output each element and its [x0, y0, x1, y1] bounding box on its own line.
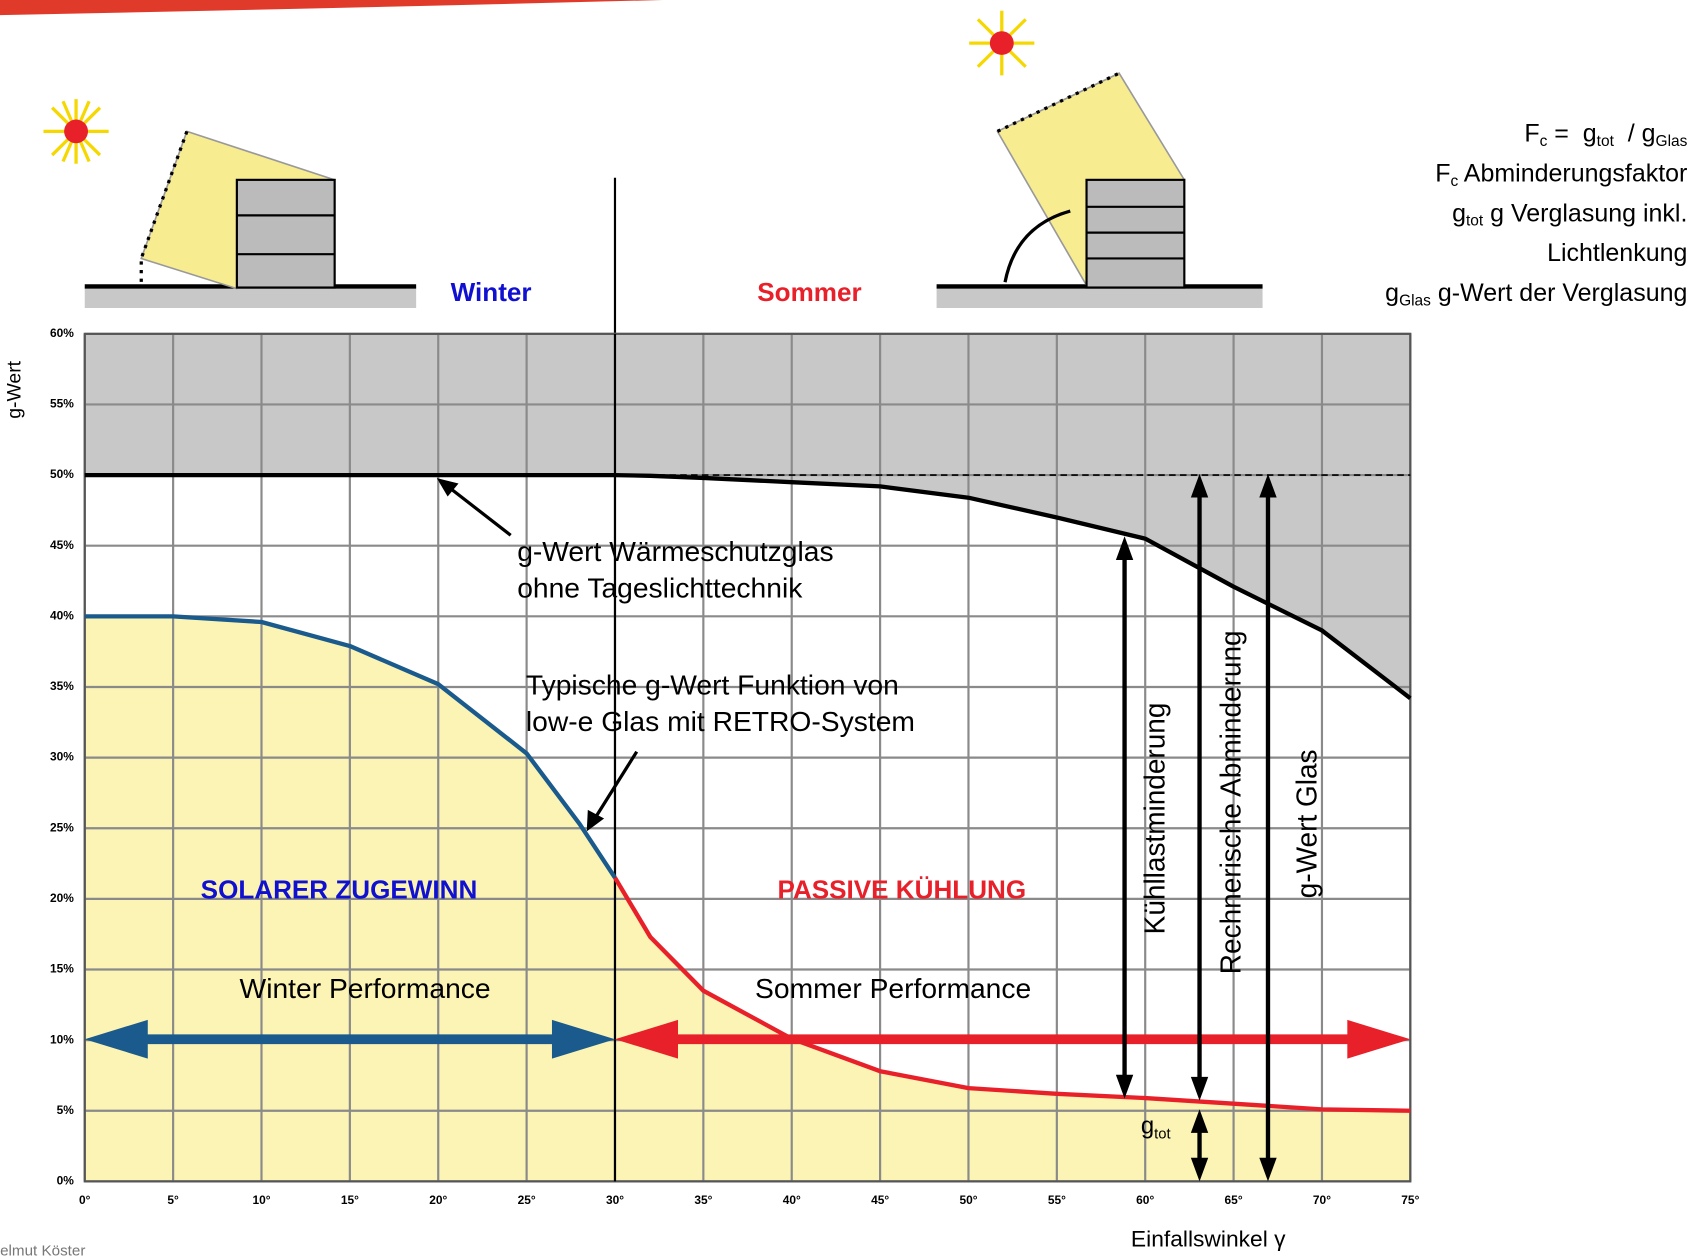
x-tick-label: 50° [959, 1193, 977, 1207]
annotation: SOLARER ZUGEWINN [201, 875, 478, 905]
line [84, 472, 1412, 700]
y-tick-label: 30% [50, 750, 74, 764]
x-tick-label: 40° [783, 1193, 801, 1207]
y-tick-label: 15% [50, 962, 74, 976]
x-tick-label: 35° [694, 1193, 712, 1207]
legend-line: Fc = gtot / gGlas [1524, 119, 1687, 150]
header-band [0, 0, 663, 16]
subscript: tot [1154, 1127, 1170, 1143]
arrow-head [1347, 1019, 1411, 1059]
gtot-label: gtot [1141, 1113, 1171, 1143]
legend-line: gGlas g-Wert der Verglasung [1385, 279, 1687, 310]
arrow-head [84, 1019, 148, 1059]
y-tick-label: 60% [50, 326, 74, 340]
arrow-head [1190, 473, 1209, 498]
arrow-head [1190, 1157, 1209, 1182]
building-left [84, 130, 417, 308]
legend-line: Fc Abminderungsfaktor [1435, 159, 1687, 190]
subscript: c [1540, 133, 1548, 150]
x-tick-label: 25° [518, 1193, 536, 1207]
y-tick-label: 5% [57, 1103, 75, 1117]
x-tick-label: 55° [1048, 1193, 1066, 1207]
annotation: low-e Glas mit RETRO-System [526, 706, 915, 737]
plot-frame [83, 332, 1412, 1183]
arrow-head [1115, 536, 1134, 560]
arrow-head [436, 478, 459, 497]
pointer [590, 750, 639, 824]
x-tick-label: 60° [1136, 1193, 1154, 1207]
arrow-head [551, 1019, 615, 1059]
y-tick-label: 40% [50, 609, 74, 623]
annotation: Sommer [757, 277, 861, 307]
arrow-head [1115, 1074, 1134, 1099]
area [84, 333, 1411, 699]
annotation: Kühllastminderung [1140, 703, 1171, 935]
subscript: Glas [1656, 133, 1688, 150]
text-run: F [1435, 159, 1450, 187]
annotation: g-Wert Wärmeschutzglas [517, 536, 833, 567]
text-run: = g [1547, 119, 1596, 147]
y-tick-label: 10% [50, 1032, 74, 1046]
arrow-head [1190, 1076, 1209, 1101]
footer: Helmut Köster [0, 1242, 85, 1259]
legend-line: Lichtlenkung [1547, 239, 1687, 267]
text-run: g [1385, 279, 1399, 307]
text-run: g [1141, 1113, 1154, 1140]
arrow-head [614, 1019, 678, 1059]
text-run: / g [1614, 119, 1656, 147]
x-tick-label: 75° [1401, 1193, 1419, 1207]
legend-line: gtot g Verglasung inkl. [1452, 199, 1687, 230]
building-right [936, 71, 1263, 308]
text-run: g [1452, 199, 1466, 227]
y-axis-label: g-Wert [3, 360, 25, 418]
y-tick-label: 50% [50, 467, 74, 481]
pointer [444, 483, 512, 537]
sun-left [43, 99, 109, 164]
subscript: tot [1597, 133, 1615, 150]
sun-right [969, 10, 1035, 76]
x-tick-label: 45° [871, 1193, 889, 1207]
annotation: Sommer Performance [755, 973, 1031, 1004]
arrow-head [1190, 1109, 1209, 1133]
text-run: Lichtlenkung [1547, 239, 1687, 267]
x-axis-label: Einfallswinkel γ [1131, 1226, 1286, 1252]
subscript: tot [1466, 213, 1484, 230]
annotation: Rechnerische Abminderung [1216, 630, 1247, 974]
text-run: g Verglasung inkl. [1483, 199, 1687, 227]
annotation: Winter [451, 277, 532, 307]
annotation: g-Wert Glas [1292, 749, 1323, 898]
x-tick-label: 10° [252, 1193, 270, 1207]
y-tick-label: 20% [50, 891, 74, 905]
x-tick-label: 20° [429, 1193, 447, 1207]
arrow-head [1259, 1157, 1277, 1182]
y-tick-label: 0% [57, 1174, 75, 1188]
y-tick-label: 45% [50, 538, 74, 552]
subscript: Glas [1399, 293, 1431, 310]
x-tick-label: 5° [167, 1193, 179, 1207]
line [84, 614, 617, 879]
text-run: Abminderungsfaktor [1458, 159, 1687, 187]
subscript: c [1450, 173, 1458, 190]
arrow-head [586, 809, 605, 832]
y-tick-label: 55% [50, 397, 74, 411]
annotation: ohne Tageslichttechnik [517, 573, 803, 604]
text-run: F [1524, 119, 1539, 147]
annotation: PASSIVE KÜHLUNG [778, 875, 1027, 905]
x-tick-label: 0° [79, 1193, 91, 1207]
arrow-head [1259, 473, 1277, 498]
area [614, 877, 1411, 1182]
line [613, 876, 1411, 1113]
annotation: Winter Performance [240, 973, 491, 1004]
x-tick-label: 70° [1313, 1193, 1331, 1207]
x-tick-label: 30° [606, 1193, 624, 1207]
annotation: Typische g-Wert Funktion von [526, 670, 899, 701]
x-tick-label: 65° [1225, 1193, 1243, 1207]
x-tick-label: 15° [341, 1193, 359, 1207]
text-run: g-Wert der Verglasung [1431, 279, 1687, 307]
y-tick-label: 35% [50, 679, 74, 693]
y-tick-label: 25% [50, 820, 74, 834]
